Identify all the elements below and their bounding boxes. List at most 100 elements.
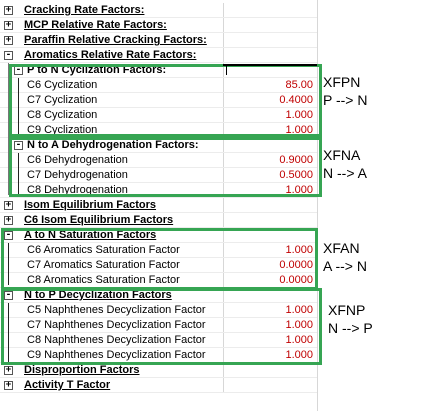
annotation-xfan: XFAN A --> N: [323, 239, 367, 275]
expand-icon[interactable]: +: [4, 20, 13, 30]
property-grid: + Cracking Rate Factors: + MCP Relative Rat…: [0, 0, 318, 411]
row-gridline: [0, 212, 317, 213]
section-row[interactable]: + C6 Isom Equilibrium Factors: [0, 213, 317, 228]
subsection-row[interactable]: -P to N Cyclization Factors:: [0, 63, 317, 78]
row-gridline: [0, 332, 317, 333]
property-row[interactable]: C8 Naphthenes Decyclization Factor 1.000: [0, 333, 317, 348]
expand-icon[interactable]: +: [4, 5, 13, 15]
edit-underline: [223, 64, 317, 66]
column-divider: [223, 108, 224, 123]
expand-icon[interactable]: +: [4, 365, 13, 375]
property-row[interactable]: C6 Cyclization 85.00: [0, 78, 317, 93]
row-label: N to P Decyclization Factors: [24, 289, 172, 301]
row-gridline: [0, 242, 317, 243]
column-divider: [223, 33, 224, 48]
property-row[interactable]: C5 Naphthenes Decyclization Factor 1.000: [0, 303, 317, 318]
value-cell[interactable]: 1.000: [285, 334, 313, 346]
section-row[interactable]: - A to N Saturation Factors: [0, 228, 317, 243]
section-row[interactable]: + Disproportion Factors: [0, 363, 317, 378]
column-divider: [223, 273, 224, 288]
row-label: Activity T Factor: [24, 379, 111, 391]
row-label: C6 Cyclization: [27, 79, 98, 91]
section-row[interactable]: + Cracking Rate Factors:: [0, 3, 317, 18]
value-cell[interactable]: 1.000: [285, 304, 313, 316]
expand-icon[interactable]: +: [4, 200, 13, 210]
tree-line-n-to-a: [18, 153, 19, 195]
collapse-icon[interactable]: -: [4, 50, 13, 60]
column-divider: [223, 198, 224, 213]
section-row[interactable]: + Paraffin Relative Cracking Factors:: [0, 33, 317, 48]
row-label: C9 Naphthenes Decyclization Factor: [27, 349, 206, 361]
row-gridline: [0, 197, 317, 198]
row-label: C8 Cyclization: [27, 109, 98, 121]
value-cell[interactable]: 1.000: [285, 109, 313, 121]
property-row[interactable]: C6 Aromatics Saturation Factor 1.000: [0, 243, 317, 258]
property-row[interactable]: C8 Dehydrogenation 1.000: [0, 183, 317, 198]
value-cell[interactable]: 0.0000: [279, 274, 313, 286]
collapse-icon[interactable]: -: [4, 230, 13, 240]
annotation-xfna-desc: N --> A: [323, 165, 367, 181]
expand-icon[interactable]: +: [4, 380, 13, 390]
row-label: P to N Cyclization Factors:: [27, 64, 167, 76]
section-row[interactable]: + Isom Equilibrium Factors: [0, 198, 317, 213]
property-row[interactable]: C6 Dehydrogenation 0.9000: [0, 153, 317, 168]
row-label: C7 Naphthenes Decyclization Factor: [27, 319, 206, 331]
column-divider: [223, 228, 224, 243]
section-row[interactable]: - Aromatics Relative Rate Factors:: [0, 48, 317, 63]
annotation-xfnp-desc: N --> P: [328, 320, 373, 336]
collapse-icon[interactable]: -: [14, 140, 23, 150]
value-cell[interactable]: 1.000: [285, 244, 313, 256]
property-row[interactable]: C8 Cyclization 1.000: [0, 108, 317, 123]
row-label: C6 Isom Equilibrium Factors: [24, 214, 174, 226]
row-label: C9 Cyclization: [27, 124, 98, 136]
property-row[interactable]: C7 Naphthenes Decyclization Factor 1.000: [0, 318, 317, 333]
value-cell[interactable]: 0.9000: [279, 154, 313, 166]
section-row[interactable]: - N to P Decyclization Factors: [0, 288, 317, 303]
value-cell[interactable]: 1.000: [285, 124, 313, 136]
highlight-box-n-to-p: [1, 288, 322, 365]
subsection-row[interactable]: -N to A Dehydrogenation Factors:: [0, 138, 317, 153]
column-divider: [223, 333, 224, 348]
value-cell[interactable]: 85.00: [285, 79, 313, 91]
row-label: C6 Dehydrogenation: [27, 154, 128, 166]
expand-icon[interactable]: +: [4, 35, 13, 45]
row-label: C8 Dehydrogenation: [27, 184, 128, 196]
column-divider: [223, 138, 224, 153]
row-label: Aromatics Relative Rate Factors:: [24, 49, 197, 61]
property-row[interactable]: C7 Cyclization 0.4000: [0, 93, 317, 108]
value-cell[interactable]: 0.4000: [279, 94, 313, 106]
value-cell[interactable]: 0.5000: [279, 169, 313, 181]
value-cell[interactable]: 1.000: [285, 184, 313, 196]
value-cell[interactable]: 0.0000: [279, 259, 313, 271]
annotation-xfpn-desc: P --> N: [323, 92, 368, 108]
row-label: C7 Aromatics Saturation Factor: [27, 259, 180, 271]
section-row[interactable]: + Activity T Factor: [0, 378, 317, 393]
row-gridline: [0, 62, 317, 63]
property-row[interactable]: C7 Dehydrogenation 0.5000: [0, 168, 317, 183]
annotation-xfpn: XFPN P --> N: [323, 73, 367, 109]
annotation-xfna: XFNA N --> A: [323, 146, 367, 182]
annotation-xfna-name: XFNA: [323, 147, 361, 163]
value-cell[interactable]: 1.000: [285, 319, 313, 331]
row-gridline: [0, 17, 317, 18]
collapse-icon[interactable]: -: [4, 290, 13, 300]
expand-icon[interactable]: +: [4, 215, 13, 225]
section-row[interactable]: + MCP Relative Rate Factors:: [0, 18, 317, 33]
column-divider: [223, 258, 224, 273]
column-divider: [223, 78, 224, 93]
row-gridline: [0, 347, 317, 348]
property-row[interactable]: C7 Aromatics Saturation Factor 0.0000: [0, 258, 317, 273]
row-label: Paraffin Relative Cracking Factors:: [24, 34, 207, 46]
column-divider: [223, 243, 224, 258]
text-cursor: [226, 66, 227, 75]
row-label: C6 Aromatics Saturation Factor: [27, 244, 180, 256]
value-cell[interactable]: 1.000: [285, 349, 313, 361]
row-gridline: [0, 377, 317, 378]
highlight-box-p-to-n: [9, 64, 322, 137]
column-divider: [223, 18, 224, 33]
tree-line-a-to-n: [8, 243, 9, 285]
row-label: Disproportion Factors: [24, 364, 140, 376]
row-gridline: [0, 47, 317, 48]
column-divider: [223, 3, 224, 18]
row-label: Isom Equilibrium Factors: [24, 199, 157, 211]
